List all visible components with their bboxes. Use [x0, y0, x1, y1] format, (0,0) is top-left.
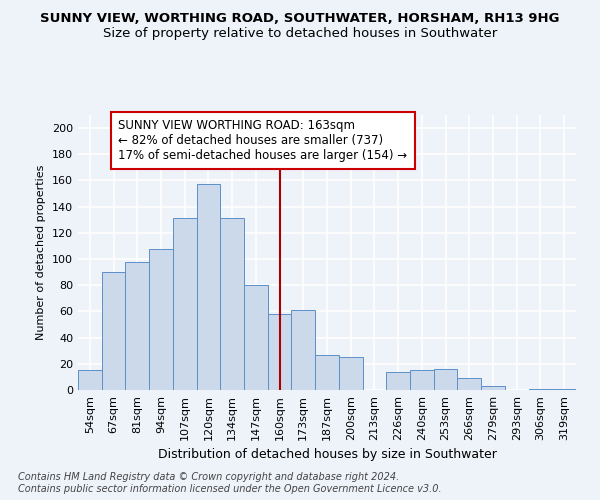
- Text: SUNNY VIEW WORTHING ROAD: 163sqm
← 82% of detached houses are smaller (737)
17% : SUNNY VIEW WORTHING ROAD: 163sqm ← 82% o…: [118, 119, 407, 162]
- Text: Contains public sector information licensed under the Open Government Licence v3: Contains public sector information licen…: [18, 484, 442, 494]
- Bar: [78, 370, 102, 390]
- Y-axis label: Number of detached properties: Number of detached properties: [37, 165, 46, 340]
- Bar: [410, 370, 434, 390]
- Bar: [529, 388, 552, 390]
- Text: Size of property relative to detached houses in Southwater: Size of property relative to detached ho…: [103, 28, 497, 40]
- Bar: [481, 386, 505, 390]
- Bar: [220, 218, 244, 390]
- Text: Contains HM Land Registry data © Crown copyright and database right 2024.: Contains HM Land Registry data © Crown c…: [18, 472, 399, 482]
- Bar: [457, 378, 481, 390]
- Bar: [173, 218, 197, 390]
- Bar: [339, 358, 362, 390]
- Bar: [197, 184, 220, 390]
- Bar: [149, 248, 173, 390]
- Bar: [244, 285, 268, 390]
- Bar: [552, 388, 576, 390]
- Bar: [102, 272, 125, 390]
- Text: SUNNY VIEW, WORTHING ROAD, SOUTHWATER, HORSHAM, RH13 9HG: SUNNY VIEW, WORTHING ROAD, SOUTHWATER, H…: [40, 12, 560, 26]
- Bar: [125, 262, 149, 390]
- Bar: [268, 314, 292, 390]
- Bar: [434, 369, 457, 390]
- Bar: [292, 310, 315, 390]
- X-axis label: Distribution of detached houses by size in Southwater: Distribution of detached houses by size …: [158, 448, 496, 462]
- Bar: [386, 372, 410, 390]
- Bar: [315, 354, 339, 390]
